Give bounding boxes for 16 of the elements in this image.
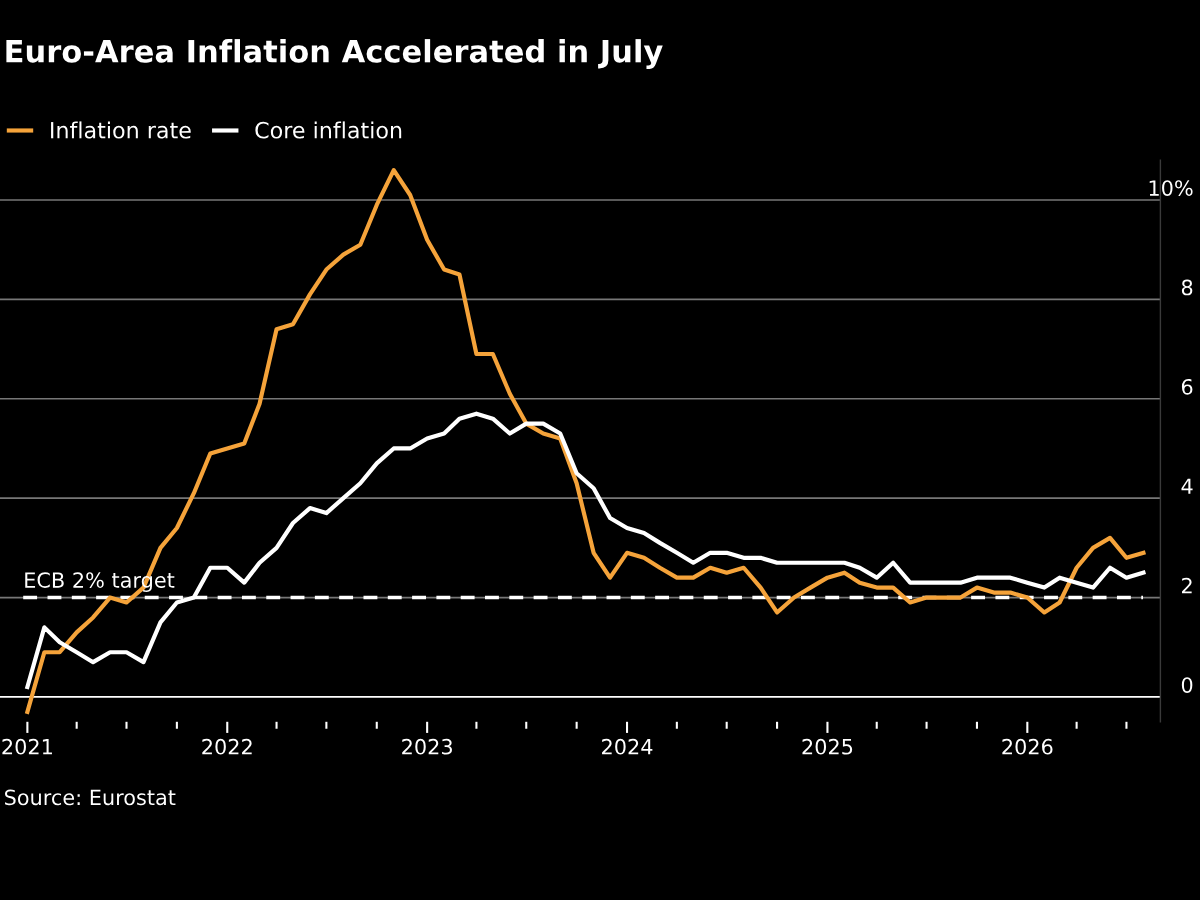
y-tick-label: 0 <box>1181 677 1193 693</box>
y-tick-label: 10% <box>1149 180 1193 196</box>
y-tick-label: 8 <box>1181 279 1193 296</box>
x-tick-label: 2022 <box>202 738 252 755</box>
legend-label: Inflation rate <box>51 121 191 139</box>
y-tick-label: 4 <box>1181 478 1193 494</box>
y-tick-label: 2 <box>1182 577 1192 594</box>
x-tick-label: 2025 <box>802 738 853 755</box>
x-tick-label: 2024 <box>602 738 653 755</box>
y-tick-label: 6 <box>1181 378 1193 395</box>
chart-title: Euro-Area Inflation Accelerated in July <box>6 39 663 69</box>
legend-label: Core inflation <box>255 121 402 139</box>
source-note: Source: Eurostat <box>4 789 176 806</box>
x-tick-label: 2021 <box>2 738 52 755</box>
x-tick-label: 2026 <box>1002 738 1053 755</box>
x-tick-label: 2023 <box>402 738 452 755</box>
